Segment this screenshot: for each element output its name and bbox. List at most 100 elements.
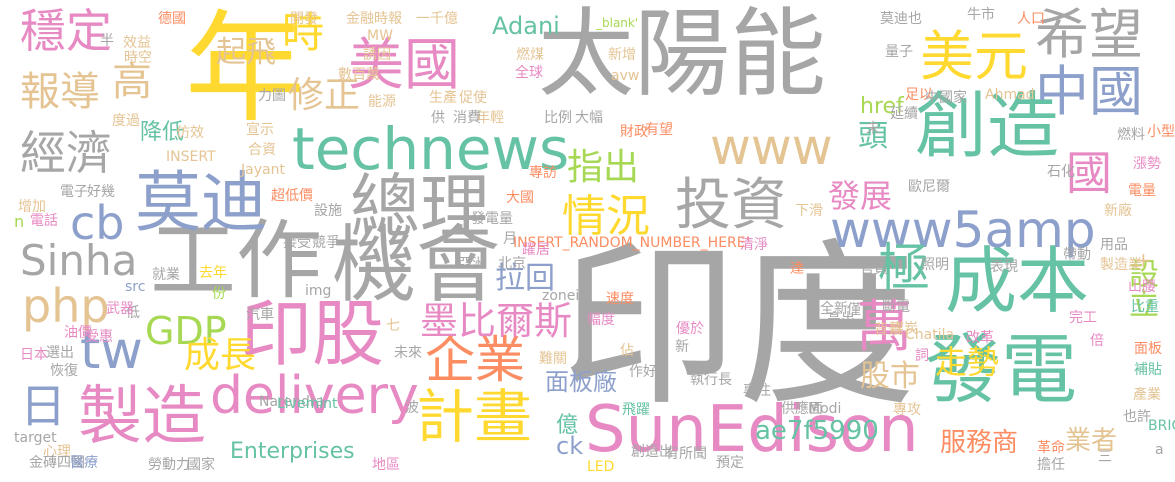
cloud-word: 穩定 (20, 4, 112, 58)
cloud-word: 頭 (858, 119, 888, 154)
cloud-word: 電子 (60, 184, 88, 200)
cloud-word: 起飛 (216, 35, 276, 70)
cloud-word: 全新 (820, 301, 848, 317)
cloud-word: ae7f5990 (755, 416, 879, 446)
cloud-word: 太陽能 (538, 0, 826, 110)
cloud-word: 未 (866, 121, 880, 137)
cloud-word: 有所聞 (665, 446, 707, 462)
cloud-word: 電量 (1128, 183, 1156, 199)
cloud-word: _blank' (596, 16, 639, 30)
cloud-word: target (14, 430, 57, 446)
cloud-word: 煤炭 (890, 321, 918, 337)
cloud-word: n (14, 212, 25, 231)
cloud-word: 莫迪 (135, 164, 267, 241)
cloud-word: 印股 (240, 292, 385, 376)
cloud-word: 恢復 (50, 363, 78, 379)
cloud-word: 達 (790, 261, 804, 277)
cloud-word: 修正 (288, 75, 361, 116)
cloud-word: 足以 (905, 87, 933, 103)
cloud-word: 時 (282, 8, 325, 57)
cloud-word: 速度 (606, 291, 634, 307)
cloud-word: 北京 (498, 256, 526, 272)
cloud-word: 萬 (856, 295, 912, 360)
cloud-word: 去年 (199, 265, 227, 281)
cloud-word: 印度 (560, 223, 916, 430)
cloud-word: 中國家 (925, 90, 967, 106)
cloud-word: 數百萬 (338, 67, 380, 83)
cloud-word: 漲勢 (1133, 156, 1161, 172)
cloud-word: 補貼 (1134, 362, 1162, 378)
cloud-word: 照明 (921, 257, 949, 273)
cloud-word: 增加 (18, 199, 46, 215)
cloud-word: 未來 (394, 345, 422, 361)
cloud-word: 供 (431, 110, 445, 126)
cloud-word: 幅度 (587, 312, 615, 328)
cloud-word: Enterprises (230, 439, 355, 464)
cloud-word: 宣示 (246, 122, 274, 138)
cloud-word: 新廠 (1104, 203, 1132, 219)
cloud-word: 比重 (1131, 299, 1159, 315)
cloud-word: 希望 (1035, 3, 1143, 66)
cloud-word: 預定 (716, 455, 744, 471)
cloud-word: 燃煤 (516, 47, 544, 63)
cloud-word: 莫迪也 (880, 11, 922, 27)
cloud-word: 指出 (567, 147, 640, 188)
cloud-word: 七 (386, 318, 400, 334)
cloud-word: 日本 (20, 347, 48, 363)
cloud-word: 優於 (676, 321, 704, 337)
cloud-word: 歐尼爾 (908, 179, 950, 195)
cloud-word: 年 (185, 0, 305, 139)
cloud-word: 經濟 (20, 126, 112, 180)
cloud-word: Narendra (259, 394, 325, 410)
cloud-word: cb (70, 196, 125, 250)
cloud-word: 下滑 (795, 203, 823, 219)
cloud-word: 擔任 (1037, 457, 1065, 473)
cloud-word: 接受 (283, 235, 311, 251)
cloud-word: 倍 (1090, 333, 1104, 349)
cloud-word: 美國 (348, 33, 460, 98)
cloud-word: 飛躍 (622, 402, 650, 418)
cloud-word: 月 (503, 231, 517, 247)
cloud-word: BRIC (1148, 418, 1175, 434)
cloud-word: 發電 (925, 325, 1077, 414)
cloud-word: 執行長 (690, 372, 732, 388)
cloud-word: Livemint (277, 396, 338, 412)
cloud-word: 報導 (20, 69, 100, 115)
cloud-word: 墨比爾斯 (420, 299, 573, 343)
cloud-word: Sinha (20, 236, 138, 285)
cloud-word: 製造 (78, 380, 206, 454)
cloud-word: 金磚四國 (29, 455, 85, 471)
cloud-word: 大國 (506, 190, 534, 206)
cloud-word: 小型 (1147, 124, 1175, 140)
cloud-word: 有望 (645, 122, 673, 138)
cloud-word: 成本 (945, 239, 1090, 323)
cloud-word: ck (556, 432, 584, 460)
cloud-word: 大幅 (575, 110, 603, 126)
cloud-word: 牛市 (967, 7, 995, 23)
cloud-word: 完工 (1069, 310, 1097, 326)
cloud-word: 山腰 (1128, 279, 1156, 295)
cloud-word: 走勢 (935, 343, 1000, 381)
cloud-word: 新 (675, 339, 689, 355)
cloud-word: 年輕 (476, 110, 504, 126)
cloud-word: href (860, 94, 904, 119)
cloud-word: 度過 (112, 113, 140, 129)
cloud-word: 新增 (608, 47, 636, 63)
cloud-word: 革命 (1037, 440, 1065, 456)
cloud-word: Jayant (241, 162, 285, 178)
cloud-word: 改革 (966, 330, 994, 346)
cloud-word: www (710, 118, 833, 176)
cloud-word: 設立 (1123, 258, 1158, 318)
cloud-word: 半 (100, 33, 114, 49)
cloud-word: 專注 (743, 383, 771, 399)
cloud-word: 成長 (184, 335, 257, 376)
cloud-word: 高 (112, 59, 152, 105)
cloud-word: 金融時報 (346, 11, 402, 27)
cloud-word: avw (611, 68, 640, 84)
cloud-word: Ahmad (985, 87, 1035, 103)
cloud-word: 競爭 (312, 235, 340, 251)
cloud-word: 佔 (620, 343, 634, 359)
cloud-word: 發展 (828, 177, 893, 215)
cloud-word: 機會 (332, 216, 501, 314)
